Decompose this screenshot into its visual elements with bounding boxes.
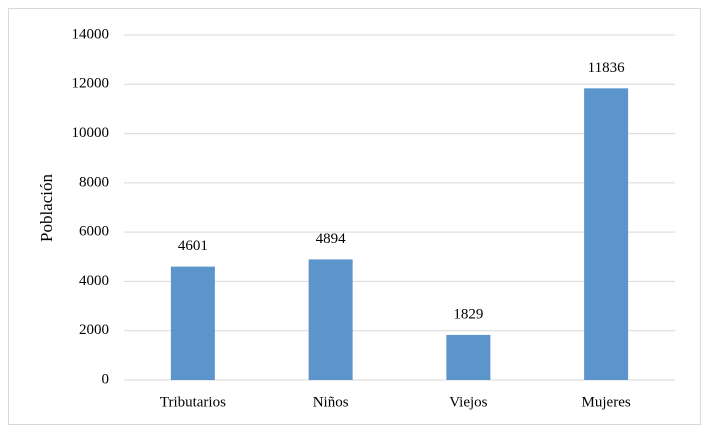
y-tick-label: 0 <box>102 371 110 387</box>
data-label: 4894 <box>316 231 347 247</box>
y-tick-label: 12000 <box>72 76 110 92</box>
bar <box>446 334 491 380</box>
y-tick-label: 6000 <box>79 224 109 240</box>
x-tick-label: Tributarios <box>160 394 226 410</box>
data-label: 4601 <box>178 238 208 254</box>
x-tick-label: Mujeres <box>582 394 631 410</box>
bar <box>170 266 215 380</box>
y-tick-label: 4000 <box>79 273 109 289</box>
y-tick-label: 8000 <box>79 174 109 190</box>
bar <box>584 88 629 380</box>
y-axis-label: Población <box>37 174 56 242</box>
data-label: 1829 <box>453 306 483 322</box>
y-tick-label: 10000 <box>72 125 110 141</box>
x-tick-label: Niños <box>313 394 349 410</box>
data-label: 11836 <box>588 60 625 76</box>
y-tick-label: 2000 <box>79 322 109 338</box>
bar <box>308 259 353 380</box>
x-tick-label: Viejos <box>449 394 487 410</box>
y-tick-label: 14000 <box>72 26 110 42</box>
